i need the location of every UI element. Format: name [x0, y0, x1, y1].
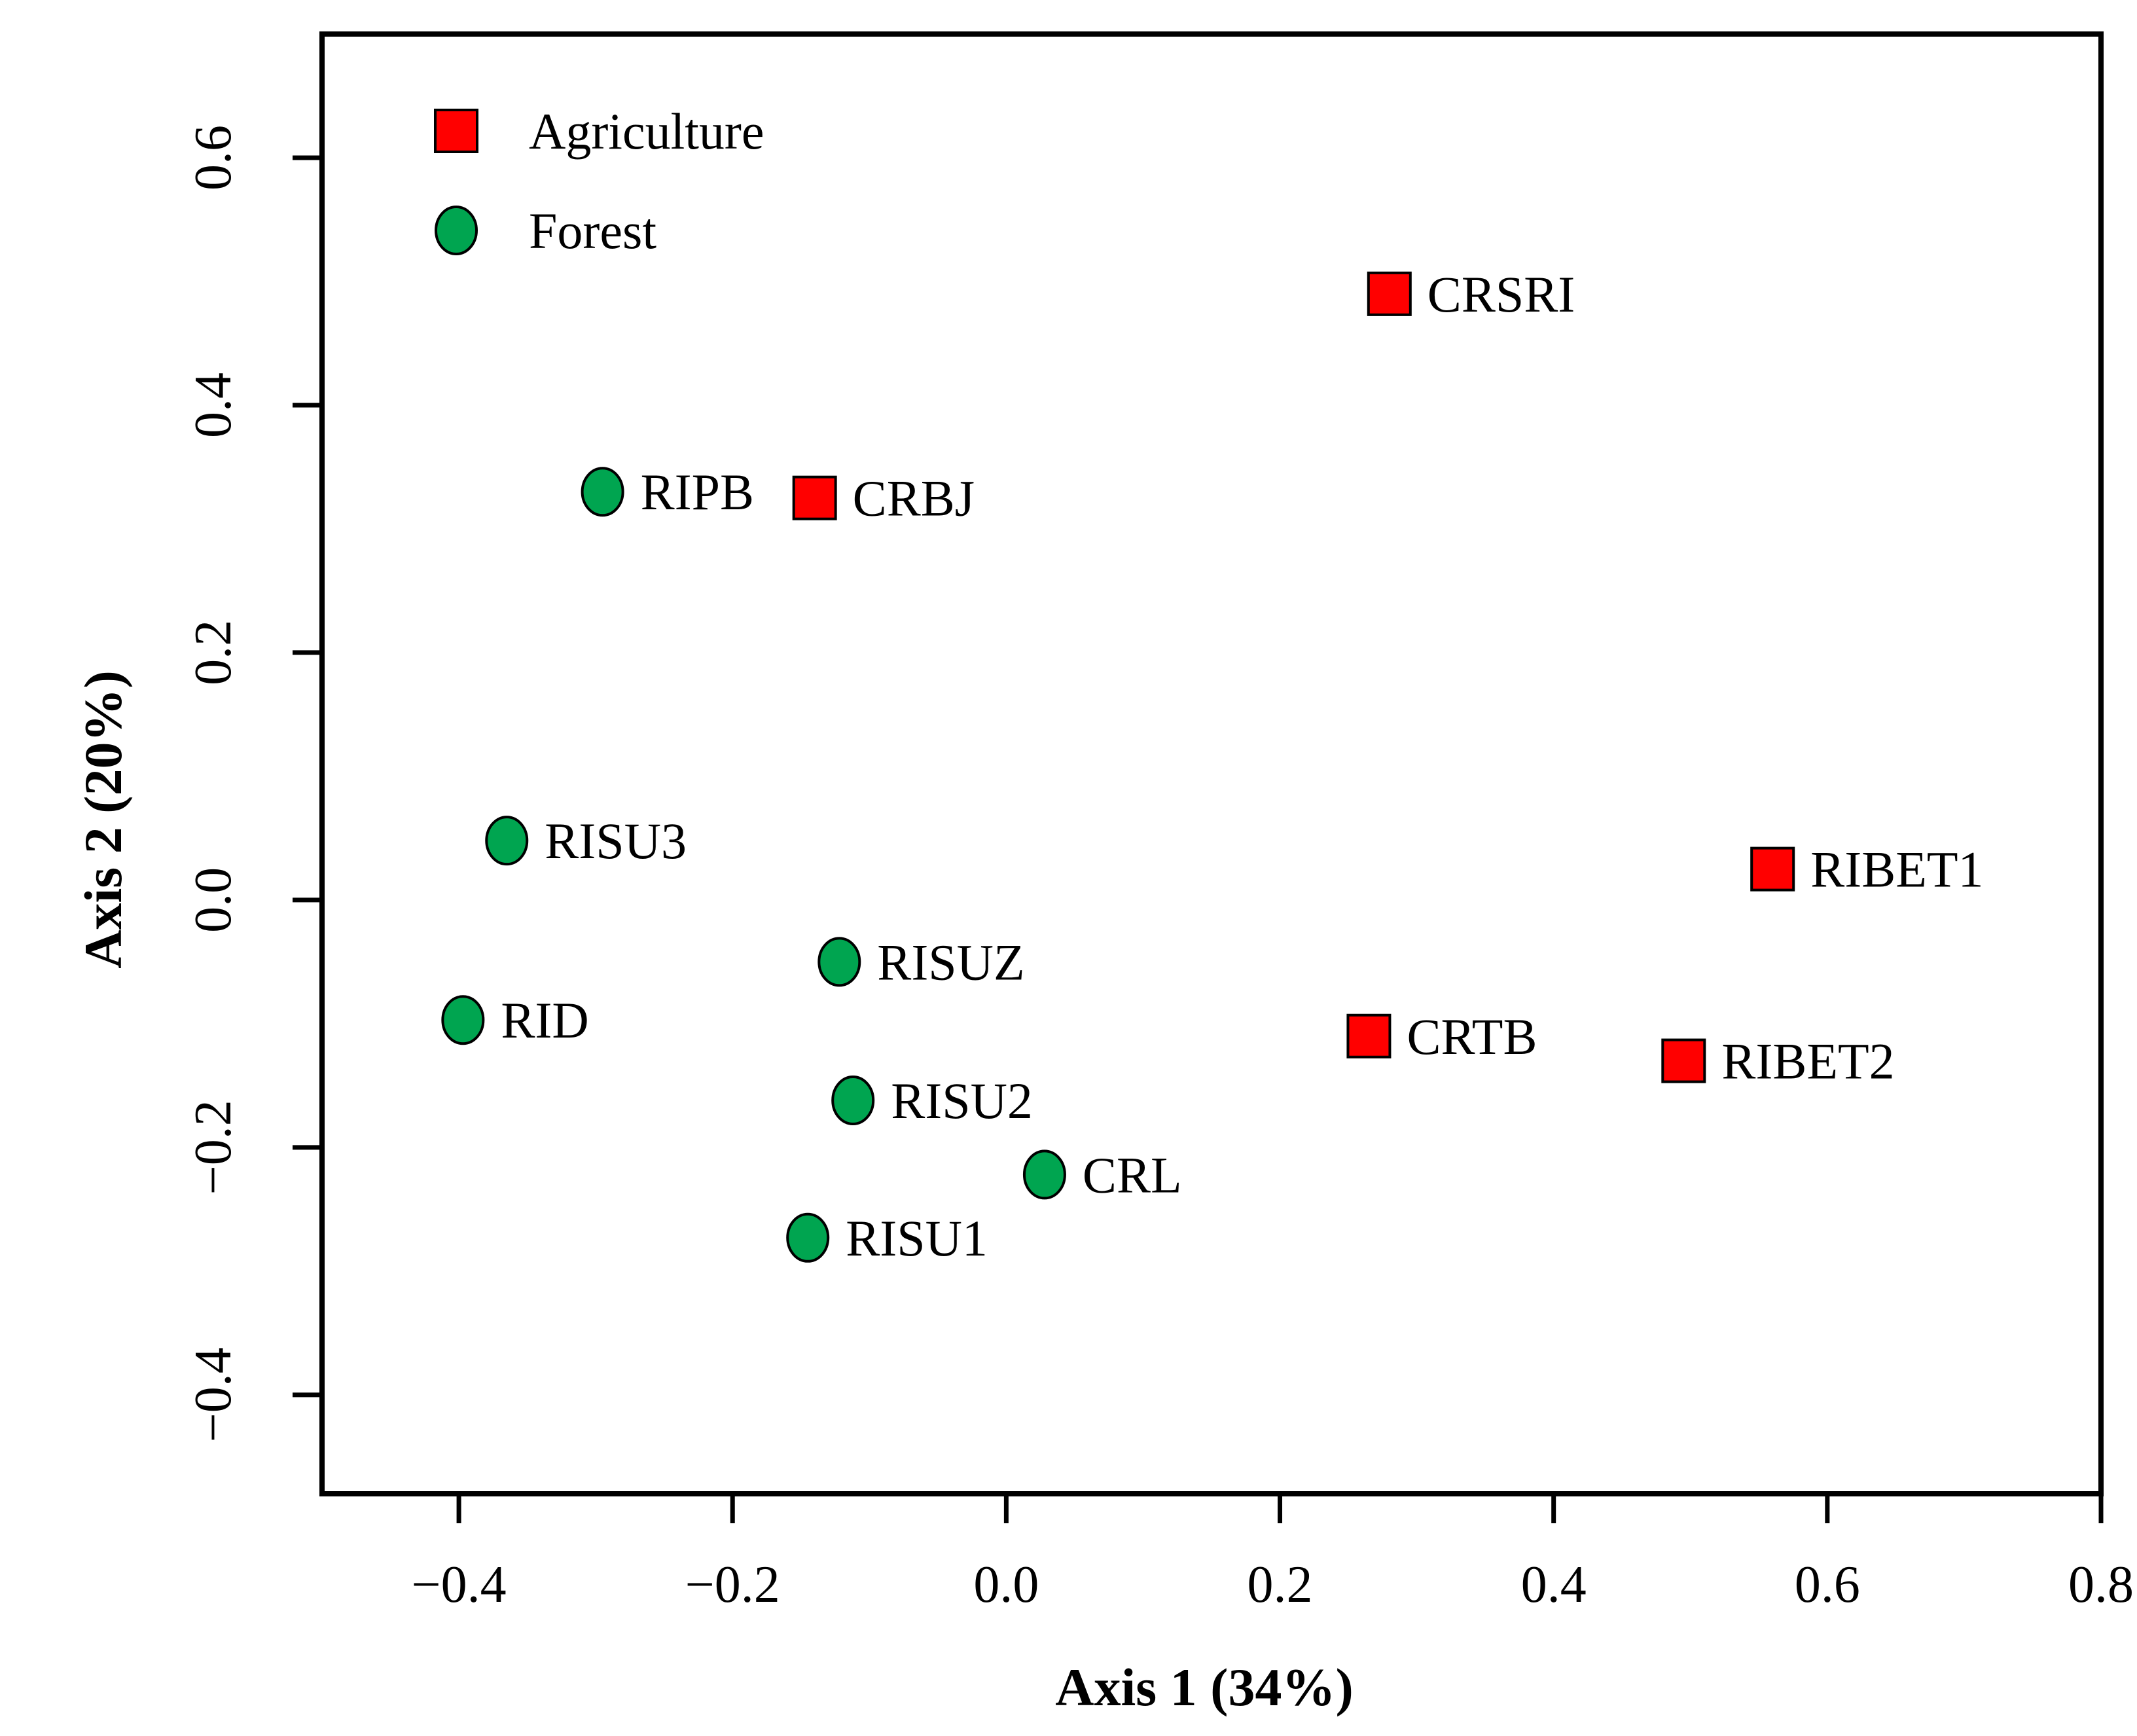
point-risu2: RISU2	[831, 1072, 1033, 1129]
agriculture-square-marker	[1750, 846, 1795, 892]
x-tick-label: −0.4	[412, 1556, 507, 1614]
x-tick-label: −0.2	[685, 1556, 780, 1614]
point-label: CRSRI	[1428, 266, 1575, 323]
point-label: RIBET1	[1810, 841, 1983, 898]
legend-item-agriculture: Agriculture	[434, 103, 764, 160]
point-ribet2: RIBET2	[1661, 1033, 1895, 1090]
y-tick-label: 0.4	[185, 372, 242, 438]
point-crtb: CRTB	[1346, 1008, 1537, 1065]
point-risu1: RISU1	[786, 1210, 988, 1267]
forest-circle-marker	[1022, 1149, 1066, 1200]
x-axis-title: Axis 1 (34%)	[1055, 1657, 1354, 1717]
point-crbj: CRBJ	[792, 470, 975, 527]
y-tick-label: 0.6	[185, 125, 242, 190]
point-label: RISUZ	[877, 933, 1024, 990]
x-tick-label: 0.8	[2068, 1556, 2134, 1614]
point-ribet1: RIBET1	[1750, 841, 1984, 898]
point-label: RISU2	[891, 1072, 1033, 1129]
forest-circle-marker	[581, 467, 624, 517]
point-ripb: RIPB	[581, 463, 754, 520]
y-axis: −0.4 −0.2 0.0 0.2 0.4 0.6	[185, 125, 322, 1442]
legend-label: Agriculture	[529, 103, 764, 160]
y-tick-label: −0.4	[185, 1347, 242, 1442]
point-rid: RID	[441, 992, 589, 1049]
legend-circle-marker	[435, 206, 478, 255]
point-risu3: RISU3	[485, 812, 687, 869]
plot-frame	[319, 31, 2104, 1496]
point-label: CRBJ	[853, 470, 975, 527]
y-axis-title: Axis 2 (20%)	[73, 670, 133, 969]
point-label: RID	[501, 992, 588, 1049]
forest-circle-marker	[817, 937, 861, 987]
point-label: CRL	[1083, 1146, 1182, 1203]
agriculture-square-marker	[1346, 1013, 1392, 1058]
agriculture-square-marker	[1367, 271, 1412, 316]
forest-circle-marker	[831, 1076, 875, 1126]
point-label: RISU3	[545, 812, 687, 869]
point-crl: CRL	[1022, 1146, 1182, 1203]
legend: Agriculture Forest	[434, 103, 764, 259]
legend-square-marker	[434, 109, 478, 153]
data-points: CRSRI CRBJ RIBET1 CRTB RIBET2 RIPB RISU3 RISUZ R…	[441, 266, 1984, 1267]
point-risuz: RISUZ	[817, 933, 1025, 990]
x-tick-label: 0.6	[1795, 1556, 1860, 1614]
point-label: RIPB	[641, 463, 754, 520]
y-tick-label: −0.2	[185, 1100, 242, 1195]
agriculture-square-marker	[792, 475, 837, 520]
x-tick-label: 0.0	[973, 1556, 1039, 1614]
forest-circle-marker	[786, 1212, 830, 1263]
forest-circle-marker	[485, 816, 529, 866]
point-crsri: CRSRI	[1367, 266, 1575, 323]
y-tick-label: 0.0	[185, 867, 242, 933]
point-label: RISU1	[846, 1210, 988, 1267]
x-axis: −0.4 −0.2 0.0 0.2 0.4 0.6 0.8	[412, 1494, 2134, 1614]
forest-circle-marker	[441, 995, 485, 1045]
y-tick-label: 0.2	[185, 620, 242, 685]
point-label: CRTB	[1407, 1008, 1537, 1065]
legend-label: Forest	[529, 202, 656, 259]
x-tick-label: 0.2	[1248, 1556, 1313, 1614]
point-label: RIBET2	[1721, 1033, 1894, 1090]
x-tick-label: 0.4	[1521, 1556, 1587, 1614]
legend-item-forest: Forest	[435, 202, 656, 259]
agriculture-square-marker	[1661, 1038, 1706, 1083]
